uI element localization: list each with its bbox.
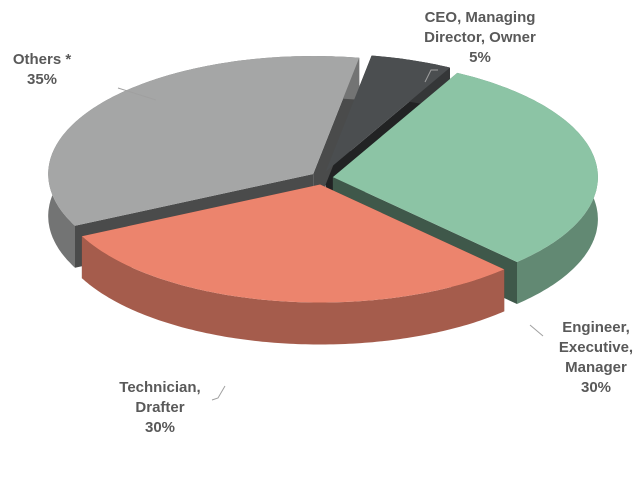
category-label: Technician, Drafter: [119, 379, 201, 416]
slice: [332, 72, 598, 263]
slice-label: Technician, Drafter 30%: [100, 378, 220, 438]
value-label: 30%: [580, 379, 612, 396]
slice: [48, 56, 360, 226]
slice-label: Engineer, Executive, Manager 30%: [541, 318, 642, 398]
value-label: 30%: [144, 419, 176, 436]
value-label: 5%: [469, 49, 491, 66]
leader-line: [424, 69, 438, 83]
slice-label: Others * 35%: [0, 50, 97, 90]
category-label: CEO, Managing Director, Owner: [424, 9, 536, 46]
leader-line: [211, 385, 226, 401]
category-label: Others *: [12, 51, 72, 68]
value-label: 35%: [26, 71, 58, 88]
slice-label: CEO, Managing Director, Owner 5%: [395, 8, 565, 68]
category-label: Engineer, Executive, Manager: [558, 319, 634, 376]
slice-wall: [81, 236, 505, 345]
slice: [81, 184, 505, 303]
leader-line: [117, 87, 157, 101]
leader-line: [529, 324, 544, 337]
slice: [325, 55, 450, 172]
slice-tops: [48, 55, 598, 303]
